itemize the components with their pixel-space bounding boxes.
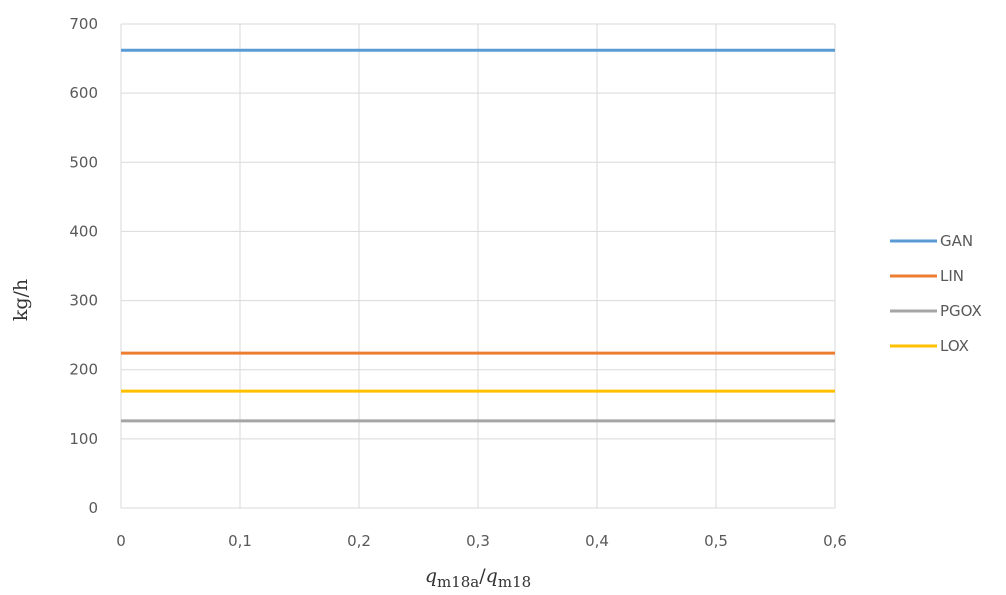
legend: GAN LIN PGOX LOX xyxy=(890,232,982,355)
x-axis-title-q1: q xyxy=(425,565,437,587)
legend-label-lox: LOX xyxy=(940,337,969,355)
legend-label-gan: GAN xyxy=(940,232,973,250)
y-tick-label: 700 xyxy=(69,15,98,33)
x-axis-title-sub1: m18a xyxy=(437,573,479,591)
x-tick-label: 0,4 xyxy=(585,532,609,550)
y-tick-label: 300 xyxy=(69,292,98,310)
x-tick-label: 0,2 xyxy=(347,532,371,550)
y-tick-label: 200 xyxy=(69,361,98,379)
y-tick-label: 0 xyxy=(88,499,98,517)
x-axis-title-q2: q xyxy=(486,565,498,587)
y-tick-label: 600 xyxy=(69,84,98,102)
series-lines xyxy=(121,48,835,423)
x-tick-label: 0,3 xyxy=(466,532,490,550)
y-axis-title: kg/h xyxy=(10,279,32,321)
y-tick-label: 100 xyxy=(69,430,98,448)
x-tick-label: 0,5 xyxy=(704,532,728,550)
x-tick-label: 0 xyxy=(116,532,126,550)
legend-label-lin: LIN xyxy=(940,267,964,285)
x-axis-ticks: 0 0,1 0,2 0,3 0,4 0,5 0,6 xyxy=(116,532,847,550)
y-tick-label: 500 xyxy=(69,153,98,171)
x-tick-label: 0,1 xyxy=(228,532,252,550)
y-axis-ticks: 0 100 200 300 400 500 600 700 xyxy=(69,15,98,517)
x-tick-label: 0,6 xyxy=(823,532,847,550)
x-axis-title-sub2: m18 xyxy=(498,573,531,591)
x-axis-title-sep: / xyxy=(479,565,486,587)
grid-lines xyxy=(120,23,836,509)
x-axis-title: qm18a/qm18 xyxy=(425,565,531,591)
y-tick-label: 400 xyxy=(69,222,98,240)
legend-label-pgox: PGOX xyxy=(940,302,982,320)
